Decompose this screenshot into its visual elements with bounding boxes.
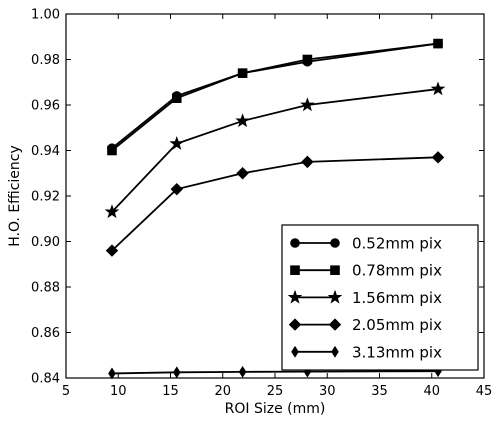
legend-marker	[330, 238, 340, 248]
data-point	[430, 81, 446, 96]
y-tick-label: 0.90	[31, 235, 60, 250]
data-point	[236, 167, 249, 180]
legend-item: 3.13mm pix	[291, 343, 442, 361]
x-tick-label: 45	[476, 384, 493, 399]
legend-label: 0.52mm pix	[352, 235, 442, 253]
data-point	[237, 68, 248, 78]
x-axis-label: ROI Size (mm)	[225, 401, 326, 417]
legend-label: 3.13mm pix	[352, 343, 442, 361]
x-tick-label: 40	[423, 384, 440, 399]
data-point	[170, 182, 183, 196]
data-point	[104, 204, 120, 219]
data-point	[171, 93, 182, 103]
x-tick-label: 30	[319, 384, 336, 399]
data-point	[107, 145, 117, 156]
data-point	[431, 151, 445, 164]
data-point	[302, 54, 313, 65]
legend-label: 0.78mm pix	[352, 262, 442, 280]
legend-label: 1.56mm pix	[352, 289, 442, 307]
x-tick-label: 15	[162, 384, 179, 399]
legend-item: 1.56mm pix	[287, 289, 442, 307]
data-point	[301, 155, 314, 169]
legend-marker	[330, 265, 340, 275]
legend-item: 0.78mm pix	[290, 262, 442, 280]
x-tick-label: 10	[110, 384, 127, 399]
legend-marker	[328, 318, 342, 331]
legend-item: 2.05mm pix	[288, 316, 442, 334]
data-point	[172, 366, 181, 379]
x-tick-label: 35	[371, 384, 388, 399]
data-point	[169, 135, 185, 150]
x-tick-label: 20	[214, 384, 231, 399]
x-tick-label: 5	[62, 384, 70, 399]
y-tick-label: 1.00	[31, 8, 60, 23]
series-line	[111, 42, 439, 152]
series-4	[105, 151, 445, 257]
legend-marker	[290, 265, 300, 275]
y-tick-label: 0.98	[31, 53, 60, 68]
plot-content	[104, 38, 446, 380]
data-point	[300, 97, 315, 112]
y-tick-label: 0.86	[31, 326, 60, 341]
data-point	[105, 244, 119, 257]
axis-ticks: 5 10 15 20 25 30 35 40 45 0.84 0.86 0.88 0.90 0.92 0.9…	[31, 8, 492, 400]
series-3	[104, 81, 446, 219]
y-tick-label: 0.94	[31, 144, 60, 159]
series-1	[107, 38, 443, 154]
legend: 0.52mm pix 0.78mm pix 1.56mm pix 2.05mm pix…	[281, 224, 479, 371]
legend-marker	[291, 345, 299, 358]
data-point	[433, 38, 443, 49]
y-tick-label: 0.84	[31, 372, 60, 387]
data-point	[235, 113, 250, 128]
series-2	[107, 38, 443, 156]
y-tick-label: 0.96	[31, 99, 60, 114]
data-point	[238, 365, 247, 378]
legend-marker	[287, 289, 303, 304]
y-axis-label: H.O. Efficiency	[7, 145, 23, 247]
legend-marker	[327, 289, 343, 304]
legend-item: 0.52mm pix	[290, 235, 442, 253]
series-line	[111, 88, 439, 213]
legend-marker	[288, 318, 302, 331]
x-tick-label: 25	[267, 384, 284, 399]
y-tick-label: 0.88	[31, 281, 60, 296]
legend-label: 2.05mm pix	[352, 316, 442, 334]
data-point	[108, 367, 116, 380]
legend-marker	[331, 345, 339, 358]
y-tick-label: 0.92	[31, 190, 60, 205]
legend-marker	[290, 238, 300, 248]
